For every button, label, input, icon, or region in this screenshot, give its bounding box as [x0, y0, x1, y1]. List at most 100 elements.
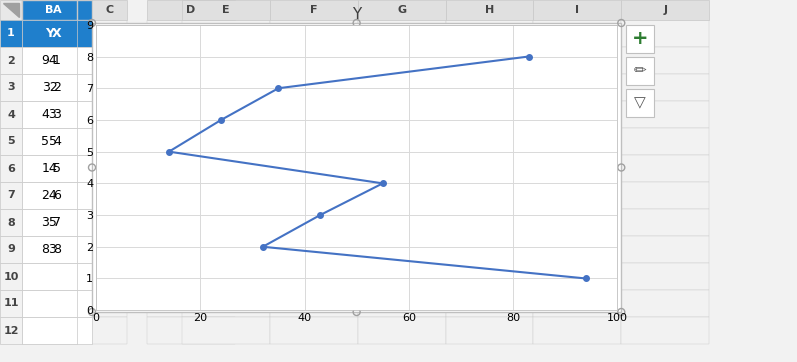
Text: 3: 3 [53, 108, 61, 121]
Text: A: A [53, 5, 61, 15]
Bar [147, 155, 235, 182]
Bar [182, 20, 270, 47]
Bar [22, 317, 92, 344]
Bar [533, 317, 622, 344]
Bar [22, 155, 92, 182]
Bar [22, 182, 92, 209]
Bar [92, 209, 127, 236]
Text: 12: 12 [3, 325, 19, 336]
Bar [270, 74, 358, 101]
Text: 7: 7 [7, 190, 15, 201]
Bar [446, 128, 533, 155]
Bar [446, 0, 533, 20]
Bar [533, 155, 622, 182]
Bar [92, 47, 127, 74]
Bar [270, 128, 358, 155]
Text: +: + [632, 29, 649, 49]
Bar [0, 155, 22, 182]
Text: 3: 3 [7, 83, 15, 93]
Bar [147, 317, 235, 344]
Bar [22, 0, 77, 20]
Bar [22, 182, 77, 209]
Text: E: E [222, 5, 230, 15]
Bar [22, 20, 92, 47]
Bar [92, 236, 127, 263]
Text: 9: 9 [7, 244, 15, 254]
Bar [92, 20, 127, 47]
Bar [446, 47, 533, 74]
Bar [92, 155, 127, 182]
Bar [622, 101, 709, 128]
Bar [358, 47, 446, 74]
Bar [533, 74, 622, 101]
Bar [182, 155, 270, 182]
Text: 11: 11 [3, 299, 19, 308]
Bar [446, 236, 533, 263]
Bar [22, 236, 77, 263]
Text: J: J [663, 5, 667, 15]
Bar [270, 209, 358, 236]
Bar [533, 0, 622, 20]
Bar [147, 128, 235, 155]
Bar [147, 47, 235, 74]
Bar [0, 74, 22, 101]
Bar [22, 0, 92, 20]
Bar [22, 263, 77, 290]
Bar [22, 74, 77, 101]
Bar [446, 101, 533, 128]
Bar [446, 74, 533, 101]
Bar [358, 317, 446, 344]
Bar [92, 290, 127, 317]
Text: 7: 7 [53, 216, 61, 229]
Bar [0, 47, 22, 74]
Bar [622, 317, 709, 344]
Bar [358, 182, 446, 209]
Bar [22, 74, 92, 101]
Bar [622, 236, 709, 263]
Text: 4: 4 [53, 135, 61, 148]
Text: ✏: ✏ [634, 63, 646, 79]
Bar [533, 290, 622, 317]
Bar [0, 263, 22, 290]
Bar [92, 317, 127, 344]
Bar [147, 263, 235, 290]
Bar [533, 182, 622, 209]
Bar [533, 101, 622, 128]
Bar [626, 57, 654, 85]
Bar [533, 128, 622, 155]
Bar [0, 236, 22, 263]
Bar [92, 23, 622, 312]
Text: 2: 2 [53, 81, 61, 94]
Bar [0, 101, 22, 128]
Bar [358, 236, 446, 263]
Bar [622, 290, 709, 317]
Bar [147, 74, 235, 101]
Bar [182, 74, 270, 101]
Bar [533, 209, 622, 236]
Text: I: I [575, 5, 579, 15]
Bar [0, 290, 22, 317]
Bar [22, 290, 77, 317]
Bar [147, 290, 235, 317]
Bar [182, 236, 270, 263]
Text: 4: 4 [7, 109, 15, 119]
Bar [22, 155, 77, 182]
Bar [270, 47, 358, 74]
Bar [446, 209, 533, 236]
Bar [22, 236, 92, 263]
Bar [92, 263, 127, 290]
Text: Y: Y [45, 27, 54, 40]
Bar [358, 0, 446, 20]
Bar [182, 0, 270, 20]
Bar [358, 101, 446, 128]
Bar [622, 155, 709, 182]
Bar [0, 317, 22, 344]
Bar [22, 290, 92, 317]
Bar [358, 290, 446, 317]
Bar [0, 209, 22, 236]
Text: 55: 55 [41, 135, 57, 148]
Bar [270, 263, 358, 290]
Text: 35: 35 [41, 216, 57, 229]
Bar [622, 74, 709, 101]
Bar [22, 128, 92, 155]
